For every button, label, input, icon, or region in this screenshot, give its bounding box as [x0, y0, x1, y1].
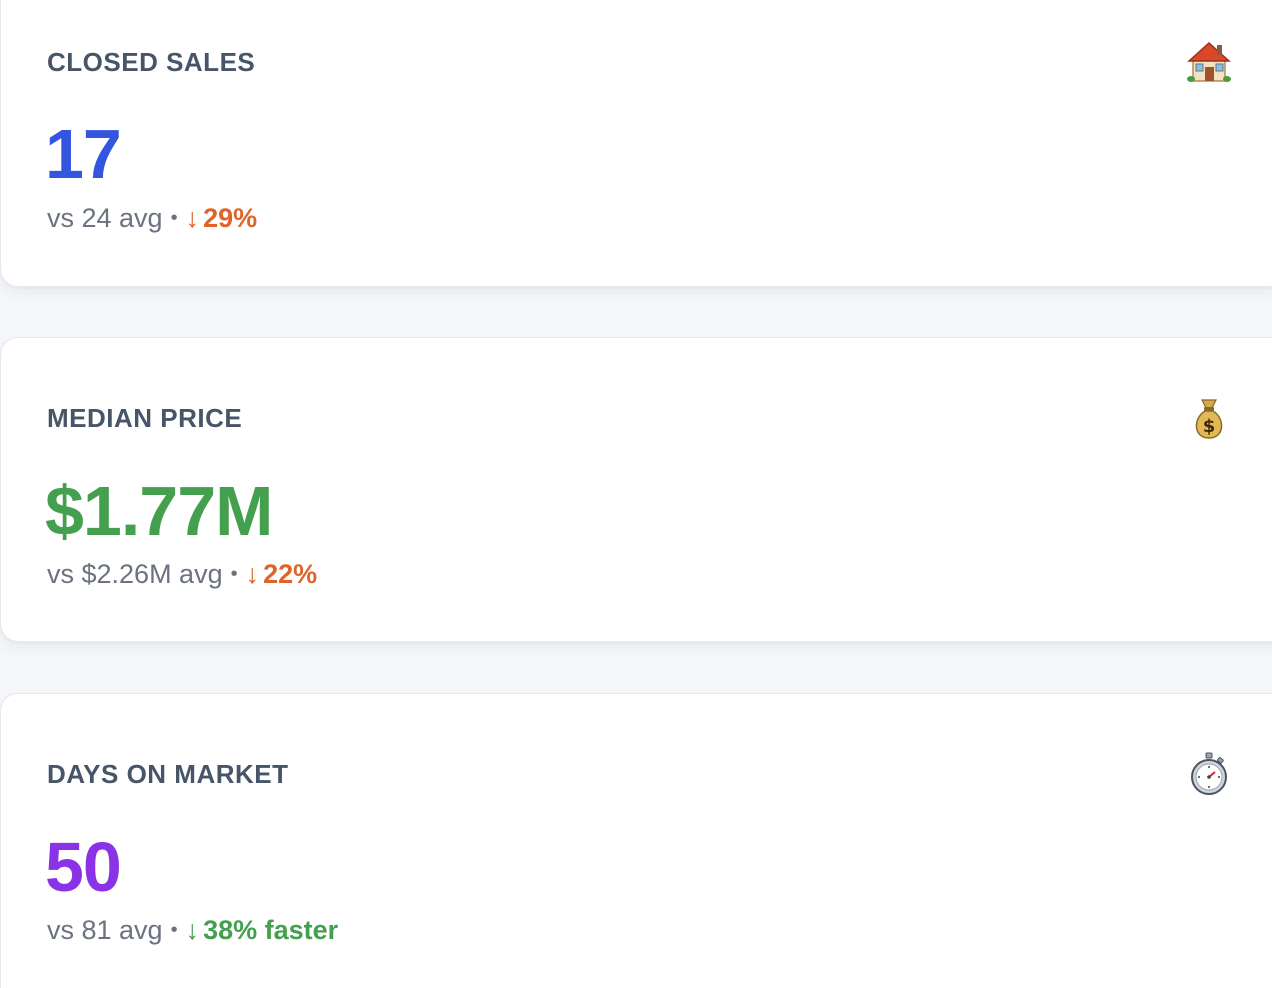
card-label: DAYS ON MARKET — [47, 759, 289, 789]
separator-dot: • — [230, 563, 238, 585]
closed-sales-card: CLOSED SALES 17 vs 24 avg • ↓ 29% — [0, 0, 1272, 287]
delta-text: 22% — [263, 559, 318, 589]
delta-text: 38% faster — [203, 915, 339, 945]
comparison-line: vs 81 avg • ↓ 38% faster — [47, 915, 338, 946]
money-bag-icon: $ — [1185, 394, 1233, 442]
house-icon — [1185, 37, 1233, 85]
comparison-line: vs $2.26M avg • ↓ 22% — [47, 559, 317, 590]
svg-text:$: $ — [1203, 416, 1216, 437]
delta: ↓ 38% faster — [186, 915, 339, 945]
arrow-down-icon: ↓ — [245, 559, 260, 589]
comparison-text: vs $2.26M avg — [47, 559, 223, 589]
separator-dot: • — [170, 919, 178, 941]
days-on-market-card: DAYS ON MARKET 50 vs 81 avg • ↓ 38% faster — [0, 693, 1272, 988]
comparison-text: vs 81 avg — [47, 915, 163, 945]
closed-sales-value: 17 — [45, 115, 122, 193]
delta: ↓ 29% — [186, 203, 258, 233]
card-label: CLOSED SALES — [47, 47, 256, 77]
comparison-text: vs 24 avg — [47, 203, 163, 233]
delta-text: 29% — [203, 203, 258, 233]
separator-dot: • — [170, 207, 178, 229]
arrow-down-icon: ↓ — [185, 203, 200, 233]
days-on-market-value: 50 — [45, 828, 122, 906]
median-price-value: $1.77M — [45, 472, 273, 550]
card-label: MEDIAN PRICE — [47, 403, 243, 433]
median-price-card: MEDIAN PRICE $ $1.77M vs $2.26M avg • ↓ 22% — [0, 337, 1272, 642]
comparison-line: vs 24 avg • ↓ 29% — [47, 203, 257, 234]
arrow-down-icon: ↓ — [185, 915, 200, 945]
delta: ↓ 22% — [246, 559, 318, 589]
stopwatch-icon — [1185, 750, 1233, 798]
